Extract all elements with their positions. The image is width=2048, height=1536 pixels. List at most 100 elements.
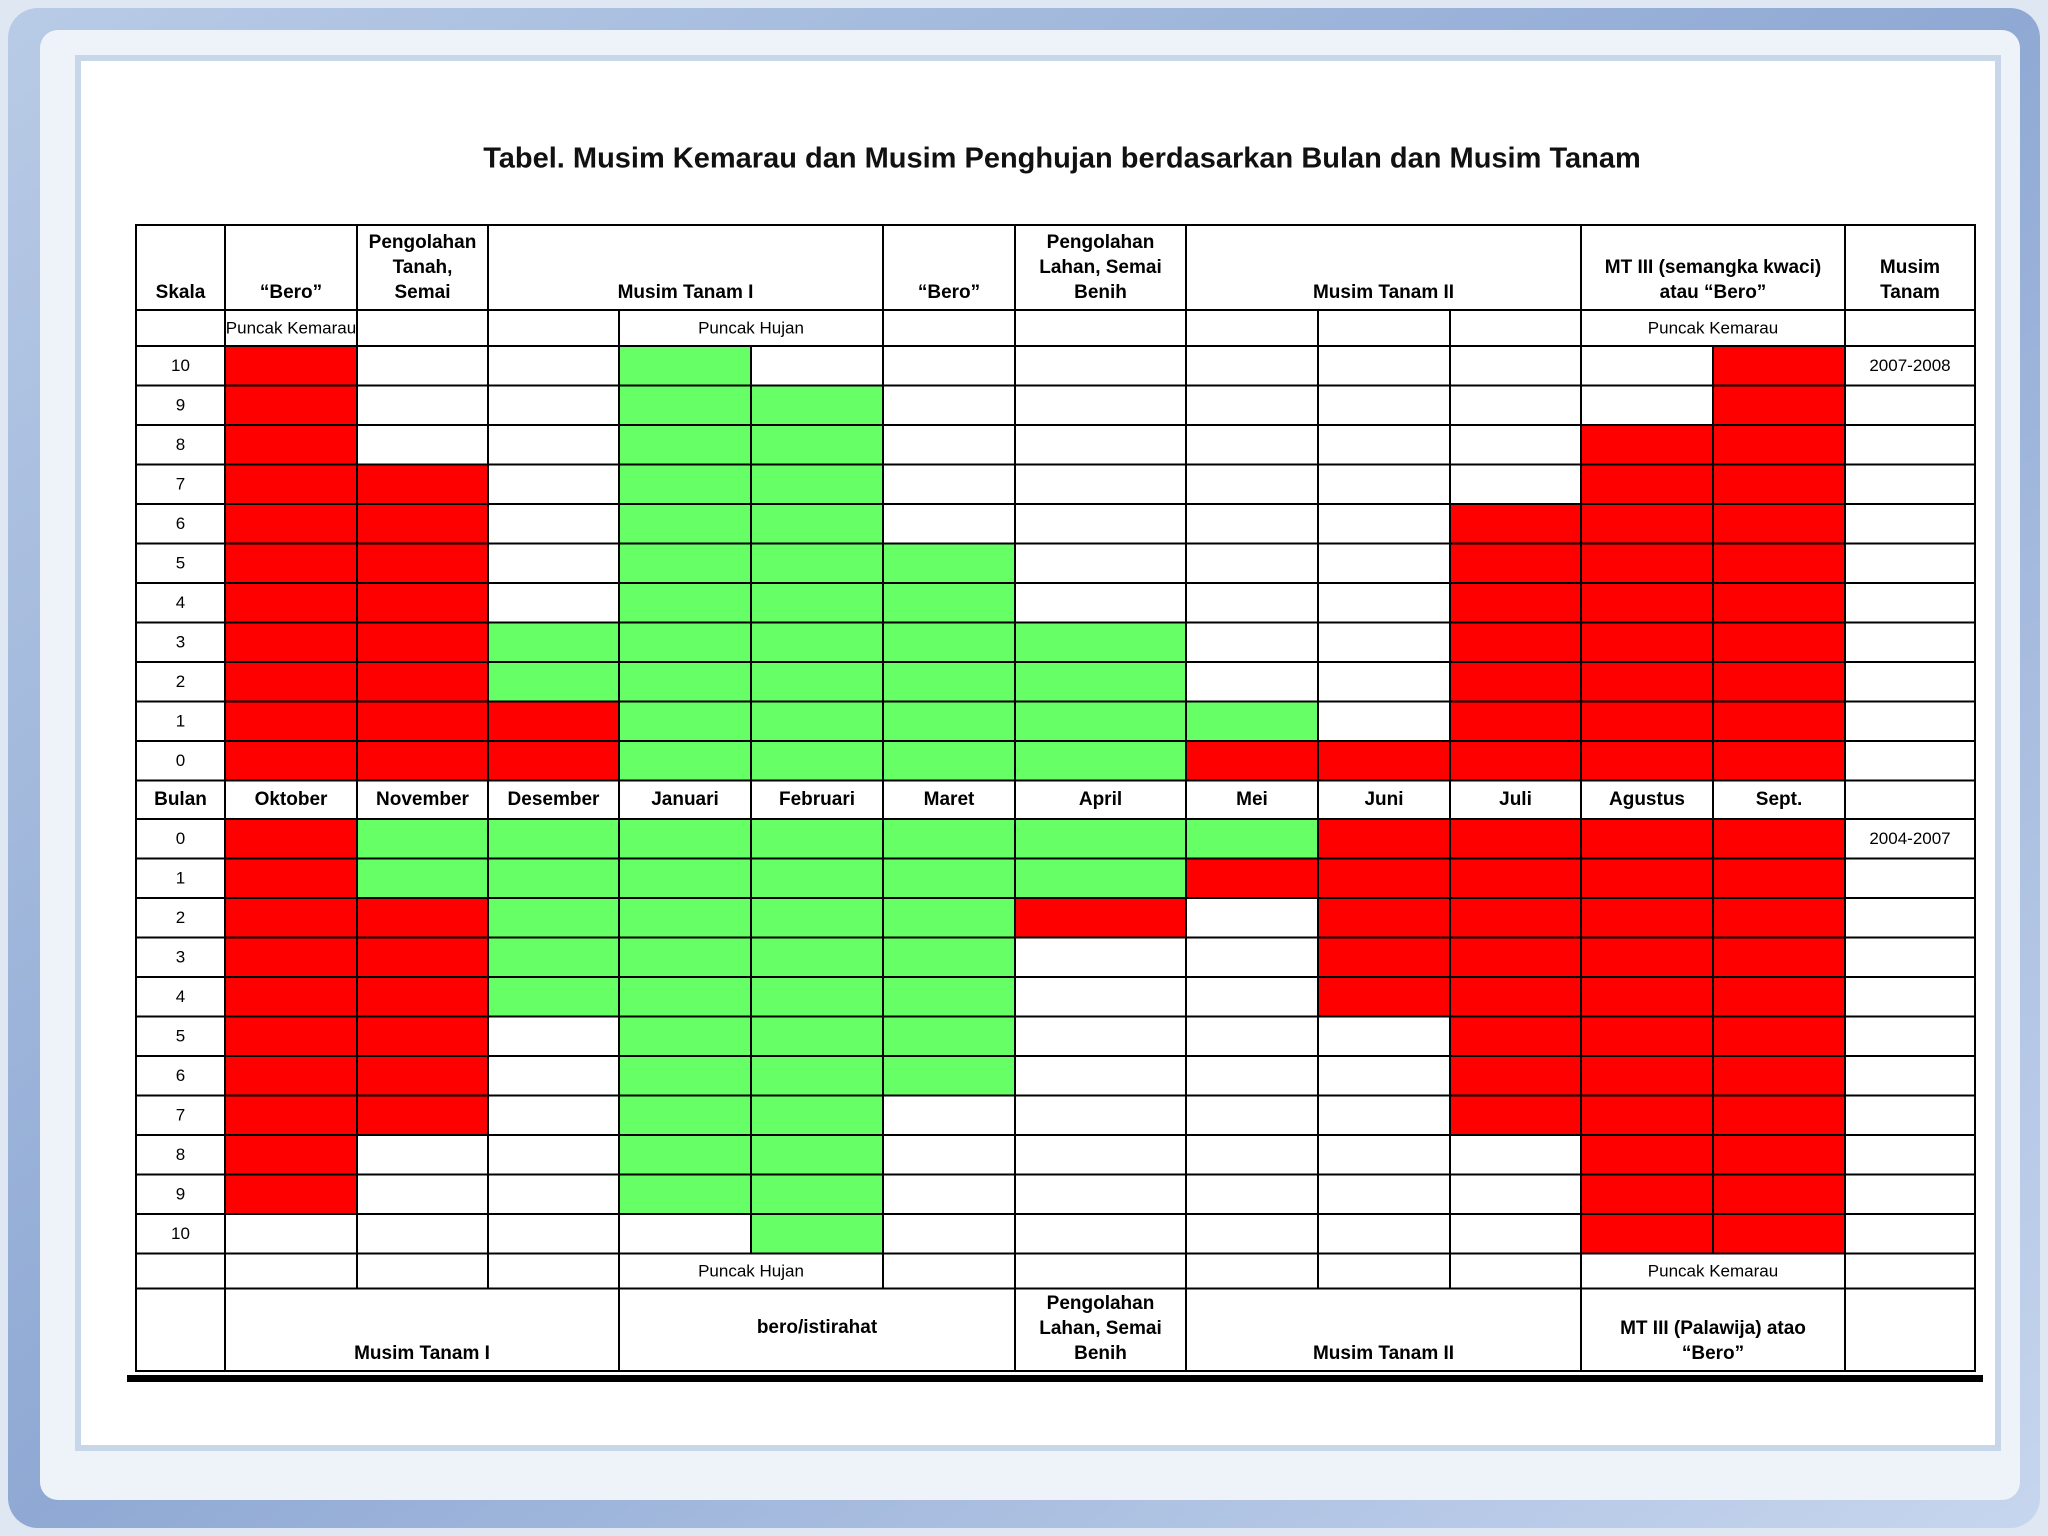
cell (1712, 700, 1846, 742)
cell (1712, 1094, 1846, 1136)
cell (1014, 661, 1187, 703)
cell (1317, 384, 1451, 426)
cell (1844, 503, 1976, 545)
scale-label: 2 (176, 672, 185, 691)
cell (882, 661, 1016, 703)
cell (882, 857, 1016, 899)
cell (1014, 1252, 1187, 1290)
cell (356, 384, 489, 426)
cell (1449, 897, 1582, 939)
header-cell-text: Musim Tanam II (1313, 282, 1454, 303)
cell (1185, 309, 1319, 347)
months-label: Bulan (154, 789, 207, 810)
cell (1712, 1015, 1846, 1057)
cell (1317, 740, 1451, 782)
peak-label: Puncak Kemarau (226, 318, 356, 337)
footer-cell-text: Benih (1074, 1343, 1127, 1364)
cell (1014, 976, 1187, 1018)
cell (1449, 542, 1582, 584)
cell (487, 224, 884, 311)
cell (618, 897, 752, 939)
peak-label: Puncak Kemarau (1648, 1261, 1778, 1280)
cell (882, 936, 1016, 978)
header-cell-text: “Bero” (918, 282, 980, 303)
footer-cell-text: MT III (Palawija) atao (1620, 1318, 1806, 1339)
cell (1580, 384, 1714, 426)
month-label: Januari (651, 789, 719, 810)
cell (618, 463, 752, 505)
cell (224, 700, 358, 742)
cell (1580, 1094, 1714, 1136)
cell (1014, 503, 1187, 545)
cell (1185, 345, 1319, 387)
cell (1317, 582, 1451, 624)
scale-label: 8 (176, 435, 185, 454)
cell (618, 976, 752, 1018)
scale-label: 9 (176, 1185, 185, 1204)
cell (356, 542, 489, 584)
cell (1449, 976, 1582, 1018)
cell (135, 976, 226, 1018)
cell (750, 1134, 884, 1176)
title: Tabel. Musim Kemarau dan Musim Penghujan… (483, 143, 1641, 175)
cell (750, 936, 884, 978)
cell (618, 345, 752, 387)
cell (1712, 463, 1846, 505)
cell (1317, 936, 1451, 978)
cell (1185, 818, 1319, 860)
cell (1449, 1213, 1582, 1255)
cell (487, 1173, 620, 1215)
cell (1712, 1055, 1846, 1097)
month-label: November (376, 789, 470, 810)
cell (1844, 740, 1976, 782)
cell (618, 740, 752, 782)
cell (1580, 1134, 1714, 1176)
cell (1185, 1287, 1582, 1372)
cell (224, 897, 358, 939)
cell (1185, 424, 1319, 466)
cell (1014, 345, 1187, 387)
cell (1449, 463, 1582, 505)
cell (487, 700, 620, 742)
cell (1185, 542, 1319, 584)
month-label: April (1079, 789, 1122, 810)
cell (882, 542, 1016, 584)
cell (224, 1015, 358, 1057)
cell (1014, 1173, 1187, 1215)
cell (1712, 740, 1846, 782)
cell (1844, 309, 1976, 347)
cell (487, 1055, 620, 1097)
cell (1317, 857, 1451, 899)
cell (618, 503, 752, 545)
cell (1317, 463, 1451, 505)
cell (487, 740, 620, 782)
cell (135, 309, 226, 347)
cell (1844, 1173, 1976, 1215)
scale-label: 0 (176, 829, 185, 848)
cell (618, 661, 752, 703)
cell (1449, 936, 1582, 978)
header-cell-text: Musim (1880, 257, 1940, 278)
cell (882, 582, 1016, 624)
cell (1844, 582, 1976, 624)
cell (618, 1134, 752, 1176)
cell (224, 463, 358, 505)
scale-label: 8 (176, 1145, 185, 1164)
cell (1185, 384, 1319, 426)
cell (356, 463, 489, 505)
cell (1844, 384, 1976, 426)
cell (1580, 661, 1714, 703)
cell (1317, 976, 1451, 1018)
header-cell-text: atau “Bero” (1660, 282, 1767, 303)
cell (1580, 1287, 1846, 1372)
cell (1712, 1213, 1846, 1255)
period-label: 2004-2007 (1869, 829, 1950, 848)
cell (356, 857, 489, 899)
cell (1185, 463, 1319, 505)
cell (1449, 740, 1582, 782)
cell (1844, 1252, 1976, 1290)
cell (1317, 818, 1451, 860)
cell (750, 345, 884, 387)
cell (1580, 503, 1714, 545)
cell (1185, 1134, 1319, 1176)
